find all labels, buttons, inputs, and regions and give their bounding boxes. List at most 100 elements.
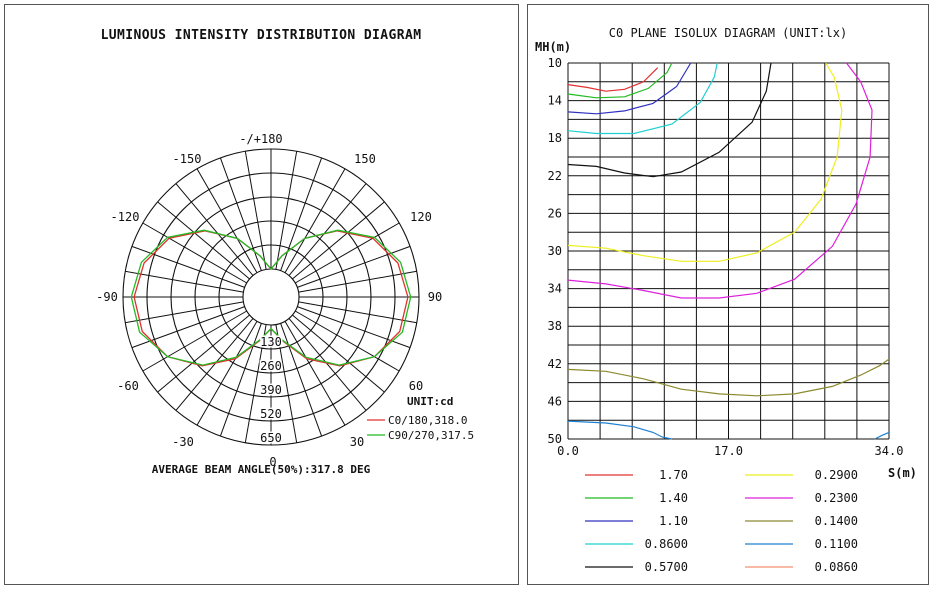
polar-spoke xyxy=(131,306,245,349)
polar-spoke xyxy=(196,320,258,426)
x-tick-labels: 0.0 17.0 34.0 xyxy=(557,444,903,458)
isolux-legend-value: 1.10 xyxy=(659,514,688,528)
polar-spoke xyxy=(298,270,417,293)
isolux-contour-8 xyxy=(567,420,673,440)
intensity-panel: LUMINOUS INTENSITY DISTRIBUTION DIAGRAM … xyxy=(4,4,519,585)
y-tick-label: 38 xyxy=(548,319,562,333)
polar-spoke xyxy=(275,151,298,270)
polar-angle-label: -60 xyxy=(117,379,139,393)
isolux-contour-3 xyxy=(567,62,718,135)
isolux-contour-1 xyxy=(567,62,673,99)
polar-angle-labels: -/+180 -150 150 -120 120 -90 90 -60 60 -30 30 0 xyxy=(96,132,442,469)
y-tick-labels: 10 14 18 22 26 30 34 38 42 46 50 xyxy=(546,55,563,448)
isolux-contour-4 xyxy=(567,62,772,178)
y-tick-label: 34 xyxy=(548,282,562,296)
polar-angle-label: -150 xyxy=(173,152,202,166)
polar-angle-label: -/+180 xyxy=(239,132,282,146)
y-tick-label: 22 xyxy=(548,169,562,183)
polar-spoke xyxy=(288,183,367,276)
y-tick-label: 42 xyxy=(548,357,562,371)
polar-spoke xyxy=(131,245,245,288)
polar-spoke xyxy=(298,301,417,324)
polar-chart: LUMINOUS INTENSITY DISTRIBUTION DIAGRAM … xyxy=(96,28,474,476)
polar-spoke xyxy=(244,151,267,270)
isolux-contour-9 xyxy=(874,431,890,440)
x-tick-label: 34.0 xyxy=(875,444,904,458)
polar-spoke xyxy=(125,270,244,293)
isolux-legend-value: 0.0860 xyxy=(815,560,858,574)
isolux-contour-7 xyxy=(567,358,890,397)
y-tick-label: 26 xyxy=(548,206,562,220)
polar-spoke xyxy=(280,323,323,437)
y-tick-label: 30 xyxy=(548,244,562,258)
polar-angle-label: 150 xyxy=(354,152,376,166)
polar-angle-label: -90 xyxy=(96,290,118,304)
polar-radial-labels: 130 260 390 520 650 xyxy=(259,334,284,447)
polar-ring-inner xyxy=(242,268,300,326)
isolux-legend-value: 1.70 xyxy=(659,468,688,482)
isolux-panel: C0 PLANE ISOLUX DIAGRAM (UNIT:lx) MH(m) … xyxy=(527,4,929,585)
polar-spoke xyxy=(297,306,411,349)
polar-spoke xyxy=(125,301,244,324)
polar-spoke xyxy=(142,310,248,372)
isolux-legend-value: 0.8600 xyxy=(645,537,688,551)
polar-spoke xyxy=(280,157,323,271)
polar-spoke xyxy=(284,168,346,274)
polar-spoke xyxy=(157,314,250,393)
polar-grid xyxy=(122,148,420,446)
y-tick-label: 10 xyxy=(548,56,562,70)
polar-spoke xyxy=(142,222,248,284)
polar-spoke xyxy=(175,183,254,276)
isolux-legend-value: 0.5700 xyxy=(645,560,688,574)
isolux-legend-value: 0.2300 xyxy=(815,491,858,505)
polar-unit-label: UNIT:cd xyxy=(407,395,453,408)
polar-angle-label: 120 xyxy=(410,210,432,224)
polar-radial-label: 260 xyxy=(260,359,282,373)
isolux-contour-0 xyxy=(567,67,659,92)
polar-spoke xyxy=(157,201,250,280)
polar-series-1 xyxy=(130,229,412,366)
polar-angle-label: 30 xyxy=(350,435,364,449)
polar-spoke xyxy=(297,245,411,288)
x-tick-label: 17.0 xyxy=(714,444,743,458)
polar-angle-label: 90 xyxy=(428,290,442,304)
polar-legend-label: C0/180,318.0 xyxy=(388,414,467,427)
isolux-legend-value: 0.1100 xyxy=(815,537,858,551)
isolux-contour-6 xyxy=(567,62,873,299)
polar-radial-label: 650 xyxy=(260,431,282,445)
y-tick-label: 18 xyxy=(548,131,562,145)
beam-angle-footer: AVERAGE BEAM ANGLE(50%):317.8 DEG xyxy=(152,463,371,476)
isolux-legend-value: 0.2900 xyxy=(815,468,858,482)
y-tick-label: 14 xyxy=(548,94,562,108)
polar-title: LUMINOUS INTENSITY DISTRIBUTION DIAGRAM xyxy=(101,28,422,43)
polar-angle-label: -120 xyxy=(111,210,140,224)
polar-spoke xyxy=(294,310,400,372)
polar-series xyxy=(130,229,412,367)
x-tick-label: 0.0 xyxy=(557,444,579,458)
polar-spoke xyxy=(244,324,267,443)
isolux-contour-2 xyxy=(567,62,692,115)
isolux-chart: C0 PLANE ISOLUX DIAGRAM (UNIT:lx) MH(m) … xyxy=(535,26,917,574)
isolux-contour-5 xyxy=(567,62,843,262)
polar-radial-label: 130 xyxy=(260,335,282,349)
polar-radial-label: 390 xyxy=(260,383,282,397)
polar-angle-label: 0 xyxy=(269,455,276,469)
polar-spoke xyxy=(196,168,258,274)
polar-spoke xyxy=(275,324,298,443)
isolux-grid xyxy=(567,62,890,440)
polar-angle-label: -30 xyxy=(172,435,194,449)
polar-spoke xyxy=(219,323,262,437)
isolux-legend-value: 0.1400 xyxy=(815,514,858,528)
polar-legend: C0/180,318.0 C90/270,317.5 xyxy=(367,414,474,442)
polar-spoke xyxy=(292,314,385,393)
polar-spoke xyxy=(284,320,346,426)
isolux-legend-value: 1.40 xyxy=(659,491,688,505)
polar-spoke xyxy=(294,222,400,284)
polar-angle-label: 60 xyxy=(409,379,423,393)
polar-spoke xyxy=(175,318,254,411)
x-axis-title: S(m) xyxy=(888,466,917,480)
polar-radial-label: 520 xyxy=(260,407,282,421)
polar-legend-label: C90/270,317.5 xyxy=(388,429,474,442)
polar-spoke xyxy=(219,157,262,271)
y-tick-label: 46 xyxy=(548,394,562,408)
